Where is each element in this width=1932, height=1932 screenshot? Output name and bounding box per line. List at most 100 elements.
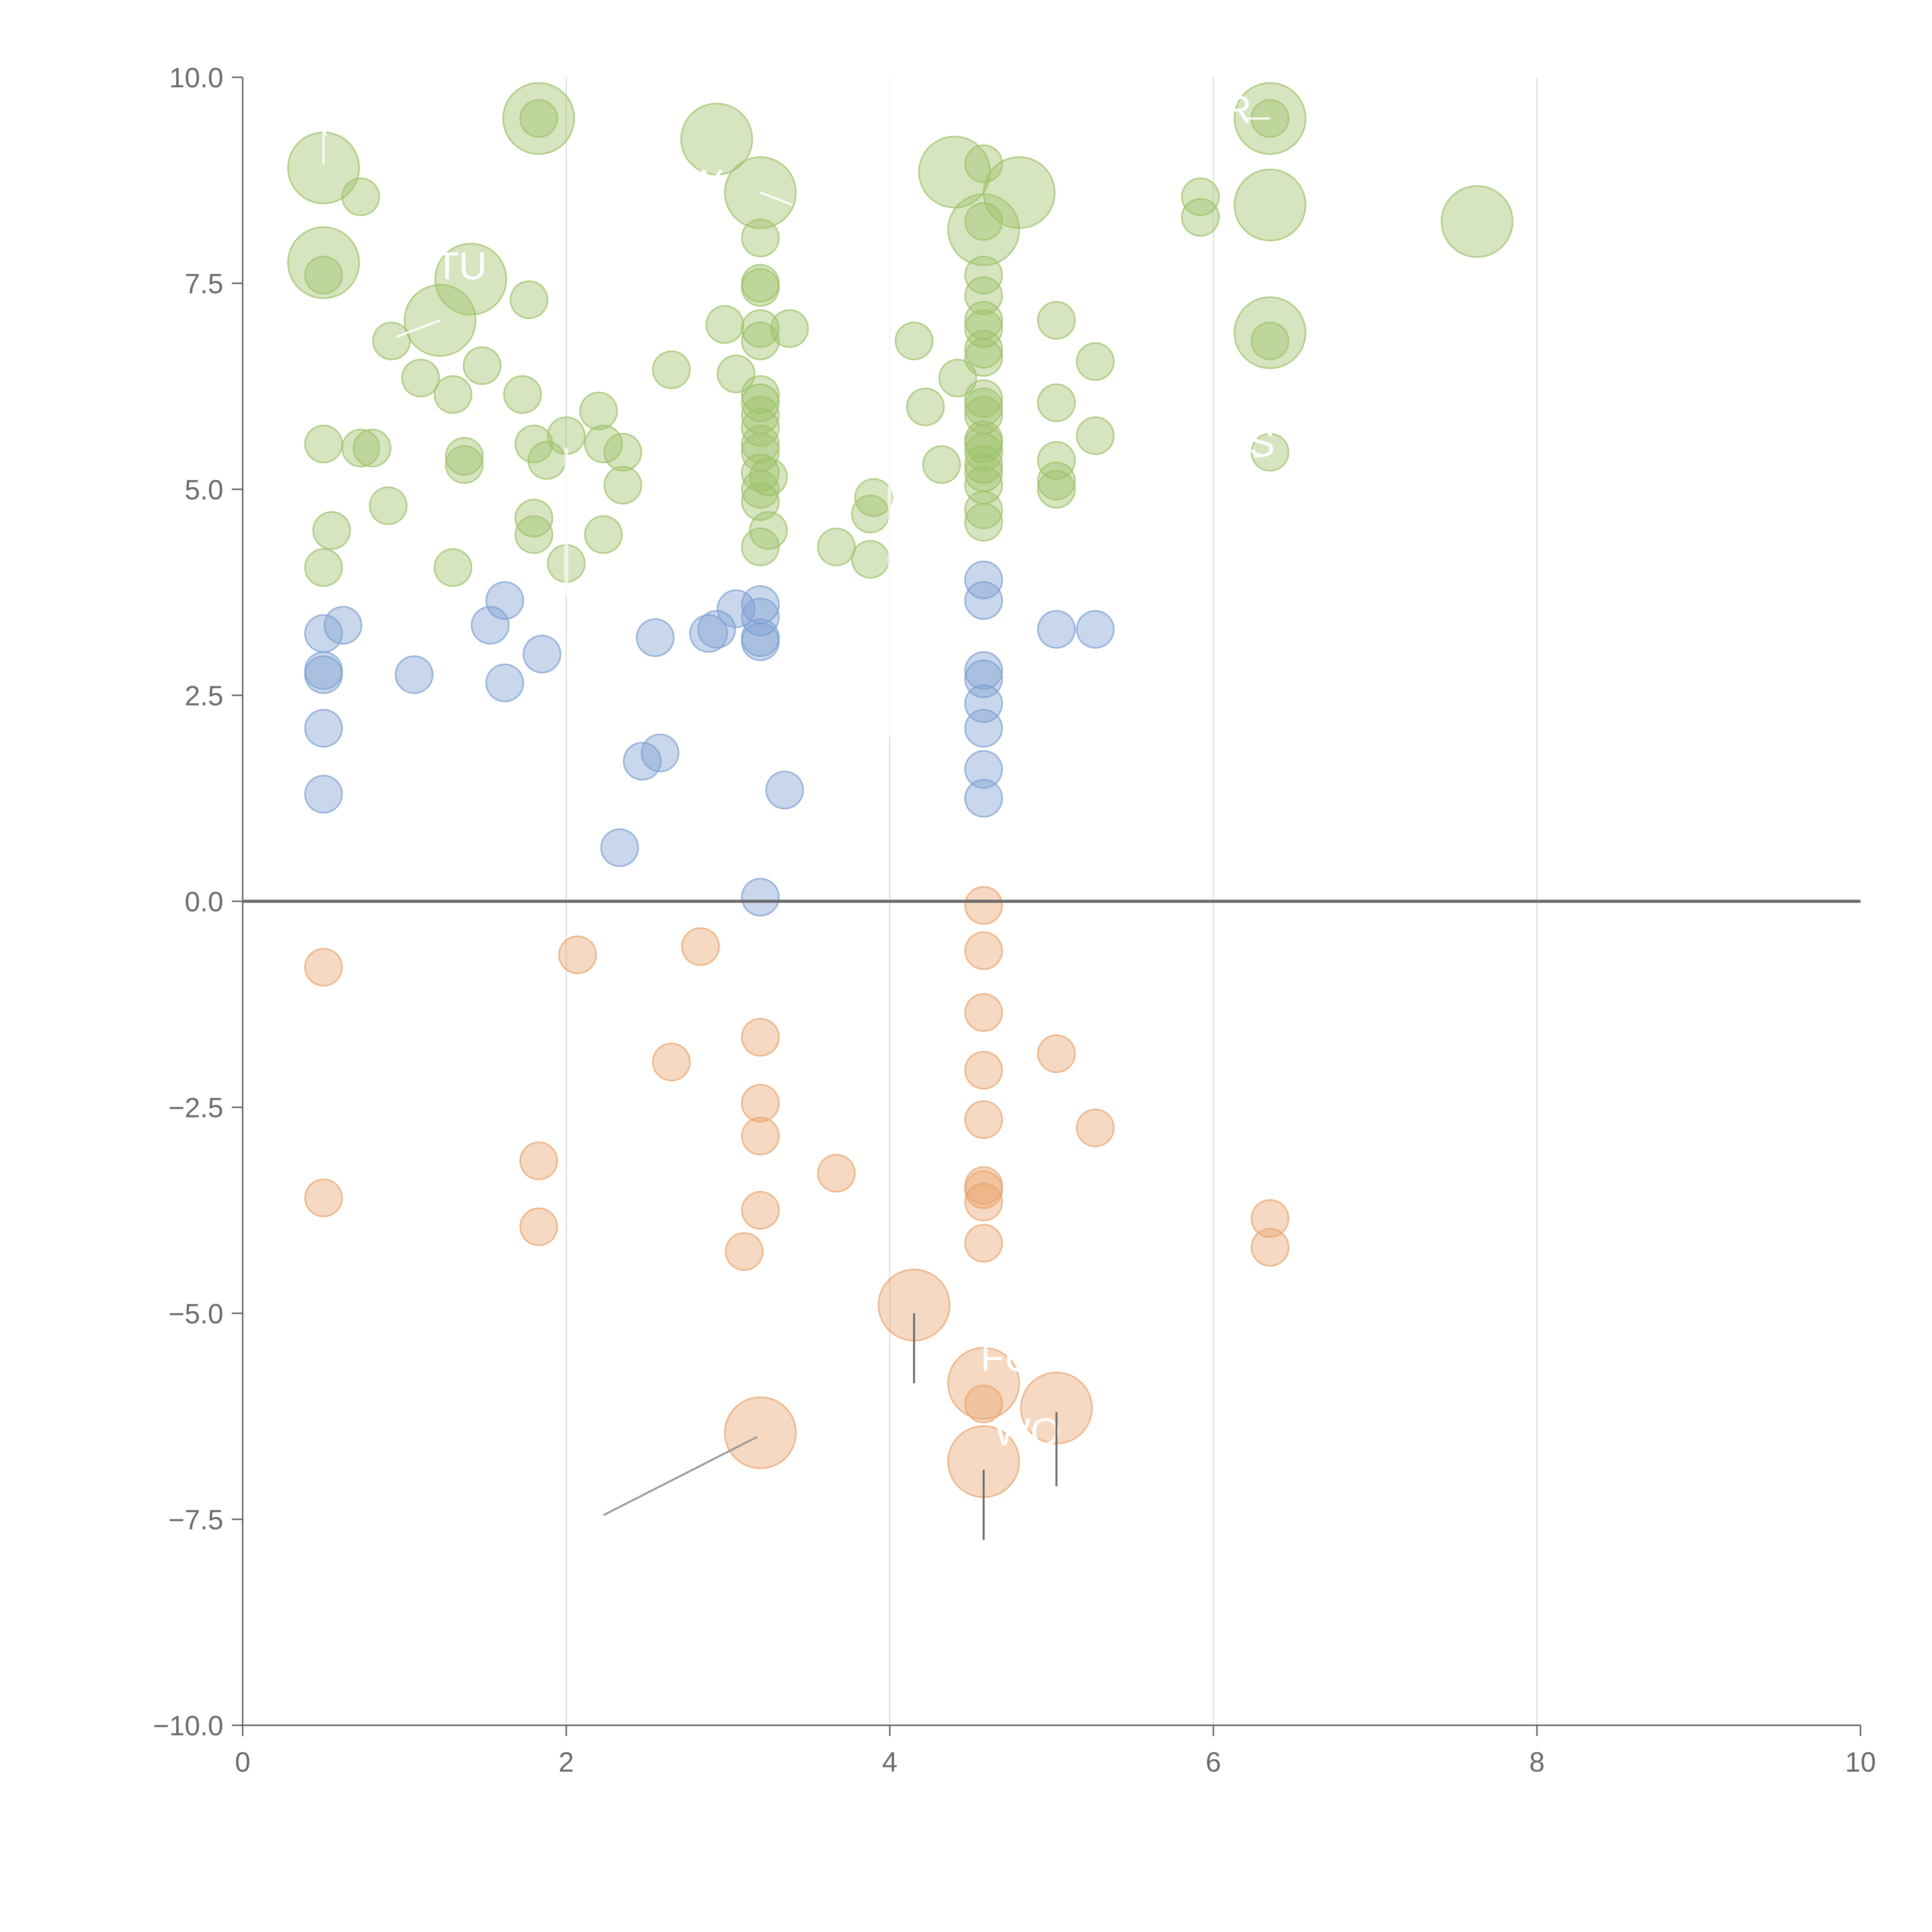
callout-line-6 [396, 319, 440, 338]
callout-label-0: FUE [981, 1336, 1058, 1379]
orange-point-0 [304, 948, 343, 987]
green-point-25 [741, 375, 780, 414]
y-tick-label-4: 0.0 [185, 887, 223, 918]
green-point-10 [510, 280, 549, 319]
green-point-12 [502, 82, 575, 155]
green-point-101 [603, 466, 642, 505]
green-point-18 [741, 268, 780, 307]
green-point-48 [947, 193, 1020, 266]
blue-point-14 [636, 618, 675, 657]
green-point-69 [1037, 441, 1076, 480]
orange-point-14 [964, 931, 1003, 970]
blue-point-23 [741, 878, 780, 917]
blue-point-30 [964, 750, 1003, 789]
orange-point-8 [741, 1083, 780, 1122]
green-point-11 [503, 375, 542, 414]
blue-point-4 [304, 709, 343, 748]
y-tick-label-8: 10.0 [169, 63, 223, 94]
green-point-99 [584, 424, 623, 463]
orange-point-16 [964, 1051, 1003, 1090]
green-point-74 [1181, 177, 1220, 216]
green-point-29 [741, 424, 780, 463]
green-point-7 [434, 375, 473, 414]
green-point-75 [1181, 198, 1220, 237]
green-point-0 [287, 131, 360, 204]
green-point-81 [1250, 433, 1289, 472]
blue-point-32 [1037, 610, 1076, 649]
callout-label-4: R [1224, 88, 1252, 131]
callout-label-8: A [304, 104, 327, 143]
green-point-37 [817, 527, 856, 566]
green-point-43 [922, 445, 961, 484]
green-point-38 [854, 478, 893, 517]
orange-point-20 [964, 1182, 1003, 1221]
blue-point-16 [697, 610, 736, 649]
blue-point-1 [323, 606, 362, 645]
orange-point-6 [681, 927, 720, 966]
orange-point-25 [1250, 1228, 1289, 1267]
orange-point-13 [964, 886, 1003, 925]
x-tick-label-1: 2 [558, 1747, 574, 1778]
orange-point-24 [1250, 1199, 1289, 1238]
y-tick-label-6: 5.0 [185, 474, 223, 505]
green-point-19 [705, 305, 744, 344]
green-point-42 [906, 388, 945, 426]
green-point-32 [749, 457, 788, 497]
orange-point-28 [964, 1384, 1003, 1423]
green-point-9 [463, 346, 502, 385]
blue-point-3 [304, 655, 343, 694]
blue-point-21 [741, 622, 780, 661]
y-tick-label-3: −2.5 [168, 1093, 223, 1124]
green-point-84 [341, 429, 380, 468]
blue-point-7 [471, 606, 510, 645]
callout-line-5 [760, 192, 793, 206]
green-point-8 [434, 243, 507, 316]
green-point-79 [1233, 296, 1306, 369]
green-point-68 [1037, 383, 1076, 422]
axes: −10.0 −7.5 −5.0 −2.5 0.0 2.5 5.0 7.5 10.0 0 2 4 6 8 10 [153, 63, 1876, 1778]
green-point-71 [1037, 470, 1076, 509]
orange-point-5 [652, 1043, 691, 1082]
blue-point-29 [964, 709, 1003, 748]
green-point-78 [1233, 168, 1306, 242]
orange-point-12 [817, 1154, 856, 1193]
green-point-46 [964, 144, 1003, 183]
green-point-86 [312, 511, 351, 550]
orange-point-19 [964, 1170, 1003, 1209]
green-point-80 [1250, 321, 1289, 361]
green-point-88 [369, 486, 408, 525]
x-tick-label-0: 0 [235, 1747, 250, 1778]
orange-point-9 [741, 1117, 780, 1156]
green-point-49 [964, 202, 1003, 241]
green-point-87 [304, 548, 343, 587]
green-point-39 [851, 495, 890, 534]
blue-point-8 [485, 581, 524, 620]
green-point-2 [304, 255, 343, 294]
blue-point-6 [395, 655, 434, 694]
x-tick-label-3: 6 [1206, 1747, 1221, 1778]
y-tick-label-2: −5.0 [168, 1299, 223, 1330]
blue-point-12 [623, 742, 662, 781]
green-point-61 [964, 433, 1003, 472]
callout-line-3 [603, 1436, 758, 1516]
callouts: FUE WO R X TU S A [304, 77, 1275, 1540]
orange-point-23 [1076, 1108, 1115, 1147]
blue-point-24 [964, 560, 1003, 599]
green-point-54 [964, 330, 1003, 369]
green-point-66 [964, 503, 1003, 542]
green-point-85 [352, 429, 391, 468]
orange-point-1 [304, 1179, 343, 1218]
green-point-73 [1076, 416, 1115, 455]
blue-point-10 [522, 634, 561, 673]
blue-point-17 [717, 589, 756, 628]
x-tick-label-4: 8 [1529, 1747, 1545, 1778]
green-point-3 [341, 177, 380, 216]
orange-point-31 [724, 1396, 797, 1469]
green-point-89 [434, 548, 473, 587]
orange-point-17 [964, 1100, 1003, 1139]
blue-point-11 [600, 828, 639, 867]
blue-point-9 [485, 663, 524, 702]
green-point-15 [724, 156, 797, 229]
orange-point-4 [558, 935, 597, 975]
